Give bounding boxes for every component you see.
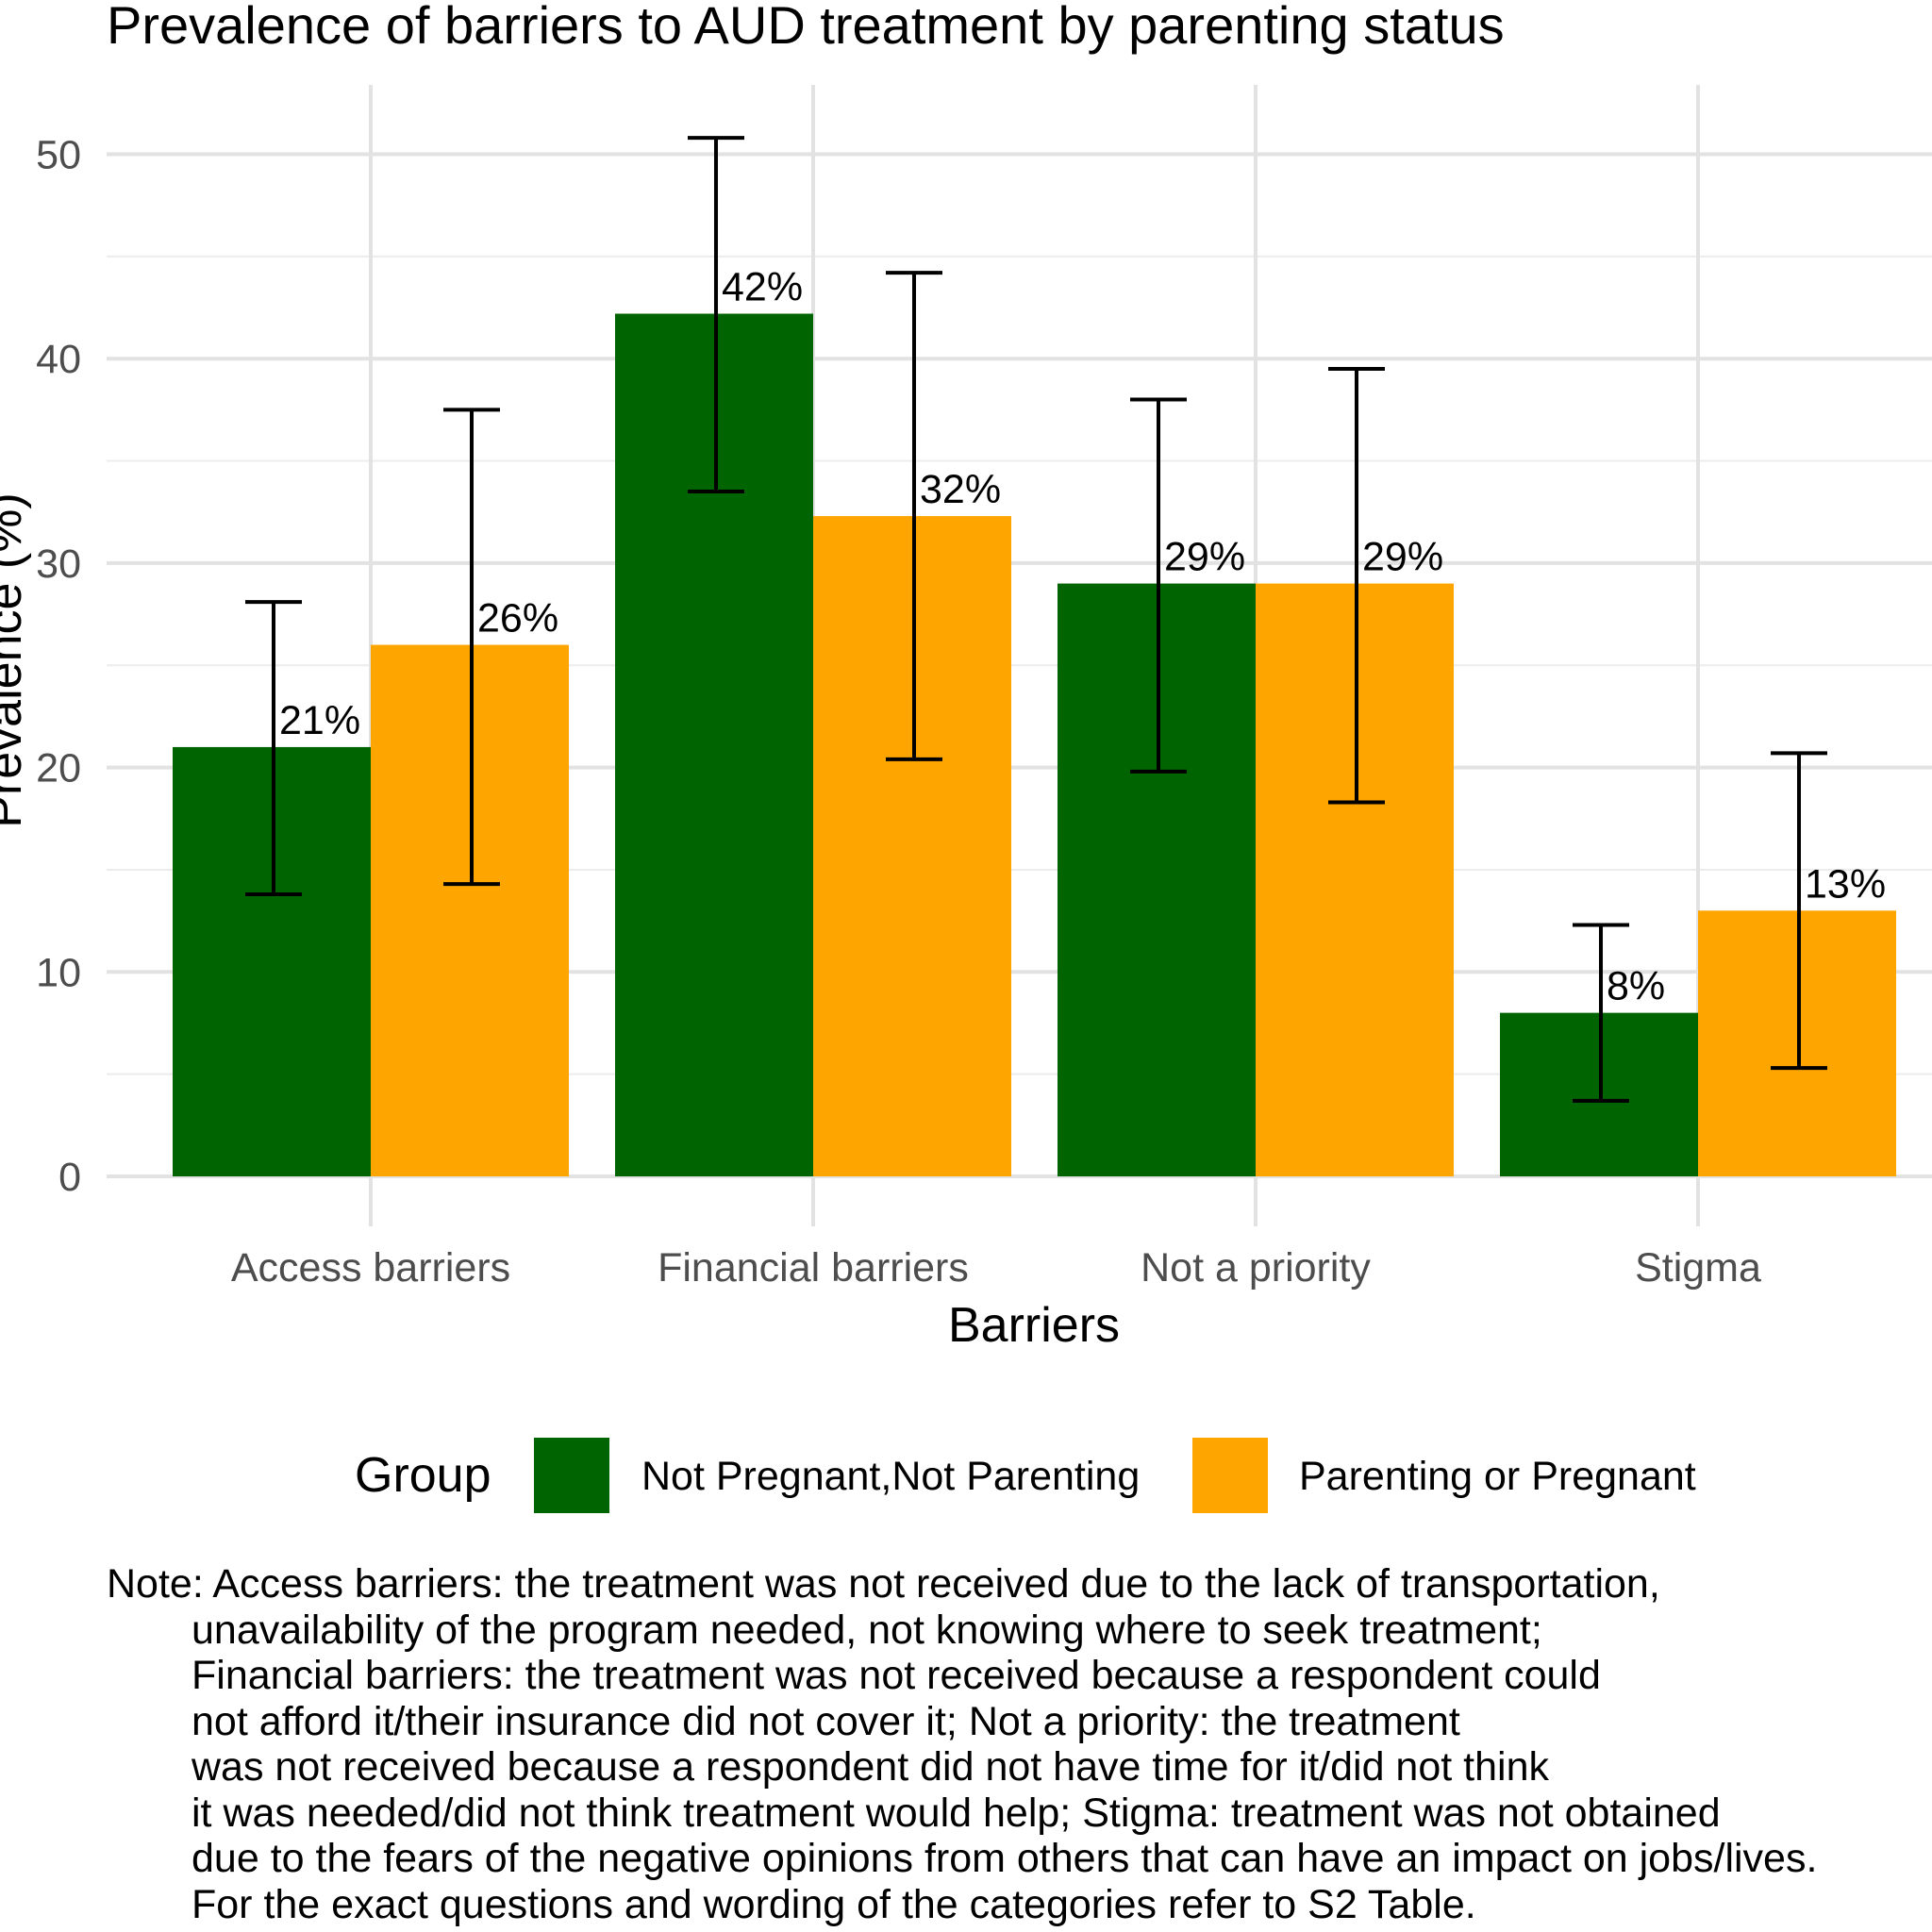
data-label: 42% <box>722 265 803 310</box>
note-line: it was needed/did not think treatment wo… <box>192 1790 1721 1836</box>
note-line: Note: Access barriers: the treatment was… <box>107 1561 1660 1607</box>
y-axis-ticks: 0 10 20 30 40 50 <box>36 133 81 1201</box>
legend: Group Not Pregnant,Not Parenting Parenti… <box>0 1434 1932 1519</box>
legend-swatch-not-parenting <box>534 1438 609 1513</box>
data-label: 26% <box>477 596 558 641</box>
y-tick-label: 20 <box>36 746 81 791</box>
y-axis-title: Prevalence (%) <box>0 492 32 827</box>
y-tick-label: 0 <box>58 1155 81 1200</box>
data-label: 29% <box>1362 535 1443 580</box>
note-line: not afford it/their insurance did not co… <box>192 1698 1460 1744</box>
error-bars <box>245 136 1827 1103</box>
x-tick-label: Financial barriers <box>658 1245 969 1291</box>
legend-label-parenting: Parenting or Pregnant <box>1299 1454 1696 1499</box>
legend-label-not-parenting: Not Pregnant,Not Parenting <box>641 1454 1141 1499</box>
x-tick-label: Not a priority <box>1141 1245 1371 1291</box>
x-axis-ticks: Access barriers Financial barriers Not a p… <box>231 1245 1761 1291</box>
data-labels: 21% 26% 42% 32% 29% 29% 8% 13% <box>279 265 1886 1009</box>
x-tick-label: Stigma <box>1635 1245 1761 1291</box>
note-line: For the exact questions and wording of t… <box>192 1881 1476 1927</box>
note-line: Financial barriers: the treatment was no… <box>192 1653 1601 1698</box>
y-tick-label: 50 <box>36 133 81 178</box>
data-label: 21% <box>279 698 360 743</box>
y-tick-label: 40 <box>36 337 81 382</box>
note-line: unavailability of the program needed, no… <box>192 1607 1542 1653</box>
data-label: 29% <box>1164 535 1245 580</box>
x-tick-label: Access barriers <box>231 1245 510 1291</box>
x-axis-title: Barriers <box>948 1298 1120 1353</box>
note-line: due to the fears of the negative opinion… <box>192 1836 1818 1881</box>
bars <box>173 313 1896 1176</box>
data-label: 32% <box>920 467 1001 512</box>
y-tick-label: 10 <box>36 950 81 995</box>
data-label: 13% <box>1805 861 1886 907</box>
data-label: 8% <box>1607 964 1665 1009</box>
legend-swatch-parenting <box>1192 1438 1268 1513</box>
legend-title: Group <box>355 1448 491 1503</box>
chart-title: Prevalence of barriers to AUD treatment … <box>107 0 1505 55</box>
chart: Prevalence of barriers to AUD treatment … <box>0 0 1932 1353</box>
chart-note: Note: Access barriers: the treatment was… <box>107 1561 1817 1927</box>
y-tick-label: 30 <box>36 541 81 587</box>
note-line: was not received because a respondent di… <box>192 1744 1549 1790</box>
